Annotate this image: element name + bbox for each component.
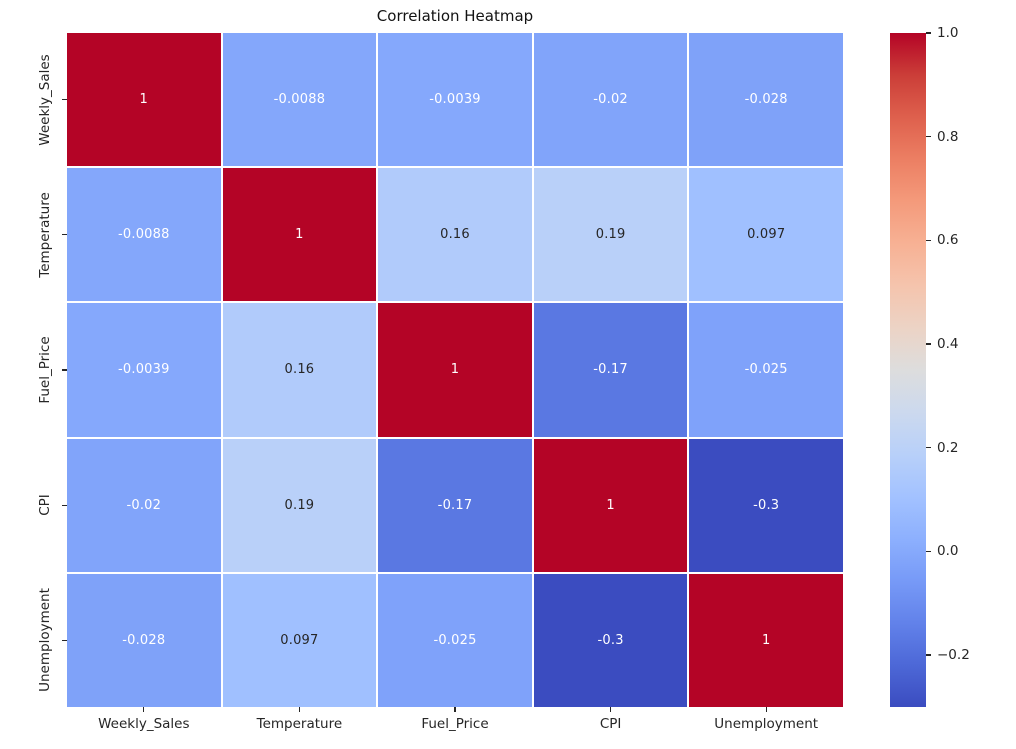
colorbar-tick-label: 0.8 xyxy=(937,128,959,145)
x-tick-mark xyxy=(765,707,767,712)
colorbar-tick-label: 0.4 xyxy=(937,336,959,353)
colorbar-tick-label: 1.0 xyxy=(937,25,959,41)
y-axis-label: Temperature xyxy=(37,192,53,278)
x-tick-mark xyxy=(298,707,301,712)
x-axis-label: Fuel_Price xyxy=(421,716,489,732)
colorbar-tick-mark xyxy=(926,447,931,449)
x-axis-label: Unemployment xyxy=(714,716,819,732)
chart-title: Correlation Heatmap xyxy=(376,7,534,25)
heatmap-cell: 0.097 xyxy=(222,573,377,707)
y-tick-mark xyxy=(62,639,67,642)
heatmap-cell: 0.16 xyxy=(222,303,377,437)
x-axis-label: Temperature xyxy=(256,716,343,732)
heatmap-grid: 1 -0.0088 -0.0039 -0.02 -0.028 -0.0088 1 0.16 0.… xyxy=(67,33,843,707)
colorbar xyxy=(890,33,926,707)
heatmap-cell: 1 xyxy=(378,303,532,437)
colorbar-tick-label: 0.0 xyxy=(937,543,959,560)
colorbar-tick-mark xyxy=(926,343,931,345)
y-axis-label: Unemployment xyxy=(37,588,53,693)
y-axis-label: CPI xyxy=(37,494,53,516)
x-tick-mark xyxy=(143,707,145,712)
heatmap-cell: 1 xyxy=(67,33,221,167)
heatmap-cell: -0.17 xyxy=(378,438,532,572)
x-tick-mark xyxy=(609,707,612,712)
y-axis-label: Fuel_Price xyxy=(37,336,53,404)
y-tick-mark xyxy=(62,234,67,236)
heatmap-cell: -0.025 xyxy=(689,303,843,437)
colorbar-tick-label: 0.2 xyxy=(937,439,959,456)
colorbar-tick-mark xyxy=(926,550,931,553)
heatmap-cell: 0.19 xyxy=(533,168,688,302)
colorbar-tick-label: −0.2 xyxy=(937,647,970,664)
heatmap-cell: -0.025 xyxy=(378,573,532,707)
heatmap-cell: 0.16 xyxy=(378,168,532,302)
heatmap-cell: -0.028 xyxy=(689,33,843,167)
y-tick-mark xyxy=(62,369,67,371)
heatmap-cell: -0.0088 xyxy=(67,168,221,302)
x-axis-label: Weekly_Sales xyxy=(98,716,190,732)
heatmap-cell: -0.02 xyxy=(67,438,221,572)
heatmap-cell: -0.0088 xyxy=(222,33,377,167)
heatmap-cell: -0.028 xyxy=(67,573,221,707)
heatmap-cell: -0.17 xyxy=(533,303,688,437)
x-tick-mark xyxy=(454,707,456,712)
heatmap-cell: 0.19 xyxy=(222,438,377,572)
heatmap-cell: 1 xyxy=(533,438,688,572)
heatmap-cell: -0.0039 xyxy=(378,33,532,167)
heatmap-cell: -0.3 xyxy=(689,438,843,572)
heatmap-cell: -0.0039 xyxy=(67,303,221,437)
y-axis-label: Weekly_Sales xyxy=(37,53,53,146)
heatmap-cell: 0.097 xyxy=(689,168,843,302)
colorbar-tick-mark xyxy=(926,654,931,656)
heatmap-cell: 1 xyxy=(222,168,377,302)
x-axis-label: CPI xyxy=(599,716,622,732)
y-tick-mark xyxy=(62,98,67,101)
colorbar-tick-mark xyxy=(926,32,931,34)
heatmap-cell: -0.3 xyxy=(533,573,688,707)
colorbar-tick-mark xyxy=(926,239,931,242)
heatmap-cell: -0.02 xyxy=(533,33,688,167)
heatmap-cell: 1 xyxy=(689,573,843,707)
colorbar-tick-label: 0.6 xyxy=(937,232,959,249)
colorbar-tick-mark xyxy=(926,135,931,138)
y-tick-mark xyxy=(62,504,67,506)
